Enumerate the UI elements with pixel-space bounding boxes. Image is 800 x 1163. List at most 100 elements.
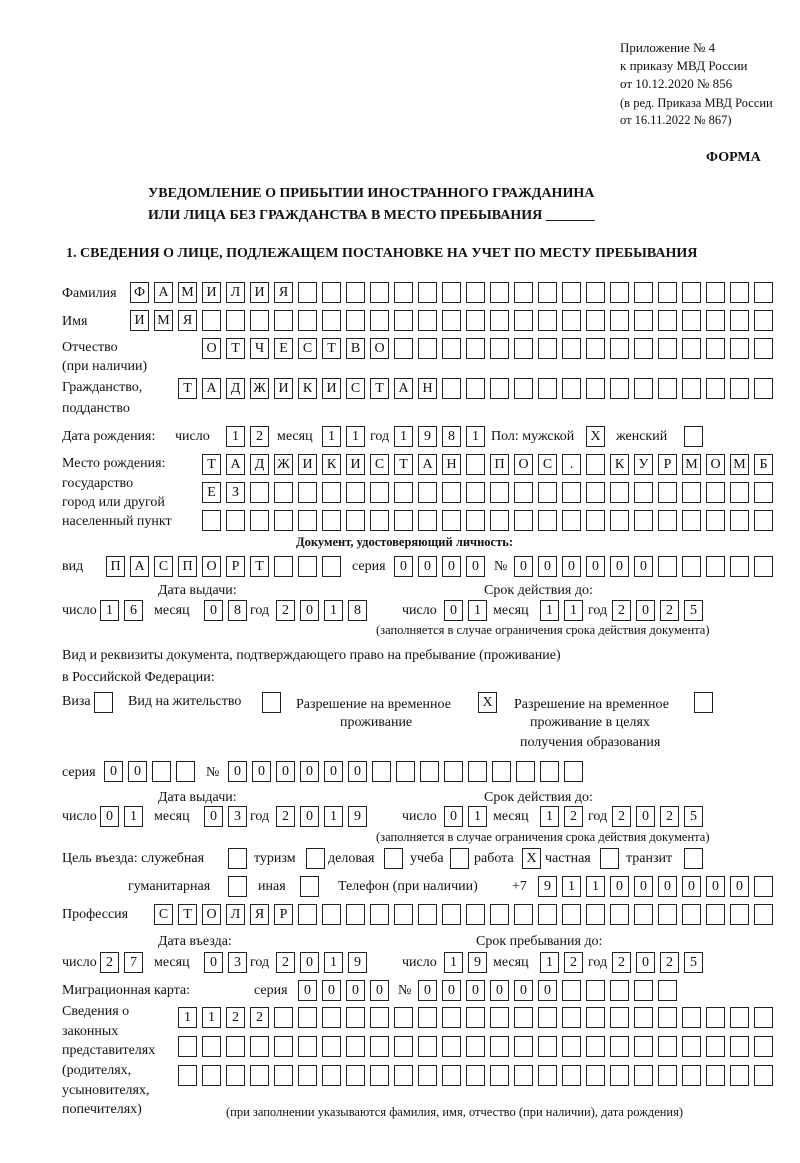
char-box[interactable]: 0 [100, 806, 119, 827]
char-box[interactable] [694, 692, 713, 713]
char-box[interactable] [658, 980, 677, 1001]
char-box[interactable] [442, 1007, 461, 1028]
char-box[interactable] [490, 904, 509, 925]
char-box[interactable] [346, 1007, 365, 1028]
char-box[interactable]: 0 [634, 876, 653, 897]
char-box[interactable]: 9 [538, 876, 557, 897]
char-box[interactable] [394, 310, 413, 331]
char-box[interactable] [322, 510, 341, 531]
char-box[interactable] [538, 510, 557, 531]
char-box[interactable] [730, 510, 749, 531]
char-box[interactable] [658, 556, 677, 577]
char-box[interactable]: 0 [442, 980, 461, 1001]
char-box[interactable]: 1 [564, 600, 583, 621]
char-box[interactable]: 0 [634, 556, 653, 577]
char-box[interactable] [466, 1007, 485, 1028]
char-box[interactable] [322, 1036, 341, 1057]
char-box[interactable] [466, 510, 485, 531]
char-box[interactable]: П [106, 556, 125, 577]
char-box[interactable] [370, 510, 389, 531]
char-box[interactable]: 1 [444, 952, 463, 973]
char-box[interactable] [274, 556, 293, 577]
char-box[interactable]: 2 [660, 952, 679, 973]
char-box[interactable]: Д [226, 378, 245, 399]
char-box[interactable]: 0 [610, 876, 629, 897]
char-box[interactable]: 1 [202, 1007, 221, 1028]
char-box[interactable]: А [154, 282, 173, 303]
char-box[interactable]: 0 [730, 876, 749, 897]
char-box[interactable] [610, 510, 629, 531]
char-box[interactable] [370, 1007, 389, 1028]
char-box[interactable] [682, 556, 701, 577]
char-box[interactable] [298, 482, 317, 503]
char-box[interactable] [658, 282, 677, 303]
char-box[interactable] [322, 1007, 341, 1028]
char-box[interactable] [202, 310, 221, 331]
char-box[interactable] [754, 282, 773, 303]
char-box[interactable]: 2 [250, 426, 269, 447]
char-box[interactable] [610, 338, 629, 359]
char-box[interactable] [586, 980, 605, 1001]
char-box[interactable] [298, 1007, 317, 1028]
char-box[interactable] [658, 338, 677, 359]
char-box[interactable]: 1 [466, 426, 485, 447]
char-box[interactable] [466, 378, 485, 399]
char-box[interactable]: О [370, 338, 389, 359]
char-box[interactable] [226, 510, 245, 531]
char-box[interactable]: 1 [178, 1007, 197, 1028]
char-box[interactable]: . [562, 454, 581, 475]
char-box[interactable] [586, 282, 605, 303]
char-box[interactable]: И [322, 378, 341, 399]
char-box[interactable]: Р [226, 556, 245, 577]
char-box[interactable] [370, 1065, 389, 1086]
char-box[interactable] [634, 1036, 653, 1057]
char-box[interactable]: 0 [346, 980, 365, 1001]
char-box[interactable]: 8 [228, 600, 247, 621]
char-box[interactable]: 6 [124, 600, 143, 621]
char-box[interactable]: 2 [100, 952, 119, 973]
char-box[interactable]: 1 [322, 426, 341, 447]
char-box[interactable]: А [130, 556, 149, 577]
char-box[interactable] [586, 1007, 605, 1028]
char-box[interactable] [634, 482, 653, 503]
char-box[interactable] [298, 282, 317, 303]
char-box[interactable] [346, 1036, 365, 1057]
char-box[interactable] [562, 1036, 581, 1057]
char-box[interactable] [298, 510, 317, 531]
char-box[interactable]: 0 [682, 876, 701, 897]
char-box[interactable] [634, 1007, 653, 1028]
char-box[interactable]: 2 [564, 952, 583, 973]
char-box[interactable] [586, 454, 605, 475]
char-box[interactable] [418, 904, 437, 925]
char-box[interactable]: О [202, 556, 221, 577]
char-box[interactable] [306, 848, 325, 869]
char-box[interactable] [466, 904, 485, 925]
char-box[interactable] [586, 482, 605, 503]
char-box[interactable]: А [394, 378, 413, 399]
char-box[interactable]: 9 [468, 952, 487, 973]
char-box[interactable] [514, 1065, 533, 1086]
char-box[interactable] [370, 282, 389, 303]
char-box[interactable] [442, 1036, 461, 1057]
char-box[interactable] [754, 876, 773, 897]
char-box[interactable] [228, 848, 247, 869]
char-box[interactable]: 5 [684, 806, 703, 827]
char-box[interactable]: Т [178, 378, 197, 399]
char-box[interactable]: 1 [394, 426, 413, 447]
char-box[interactable] [322, 282, 341, 303]
char-box[interactable] [442, 338, 461, 359]
char-box[interactable]: 0 [466, 556, 485, 577]
char-box[interactable]: Р [658, 454, 677, 475]
char-box[interactable]: 0 [636, 806, 655, 827]
char-box[interactable] [610, 1007, 629, 1028]
char-box[interactable] [322, 556, 341, 577]
char-box[interactable] [562, 378, 581, 399]
char-box[interactable]: 2 [612, 806, 631, 827]
char-box[interactable] [490, 338, 509, 359]
char-box[interactable]: 2 [564, 806, 583, 827]
char-box[interactable] [754, 1065, 773, 1086]
char-box[interactable] [562, 1065, 581, 1086]
char-box[interactable] [490, 510, 509, 531]
char-box[interactable] [682, 1007, 701, 1028]
char-box[interactable] [274, 482, 293, 503]
